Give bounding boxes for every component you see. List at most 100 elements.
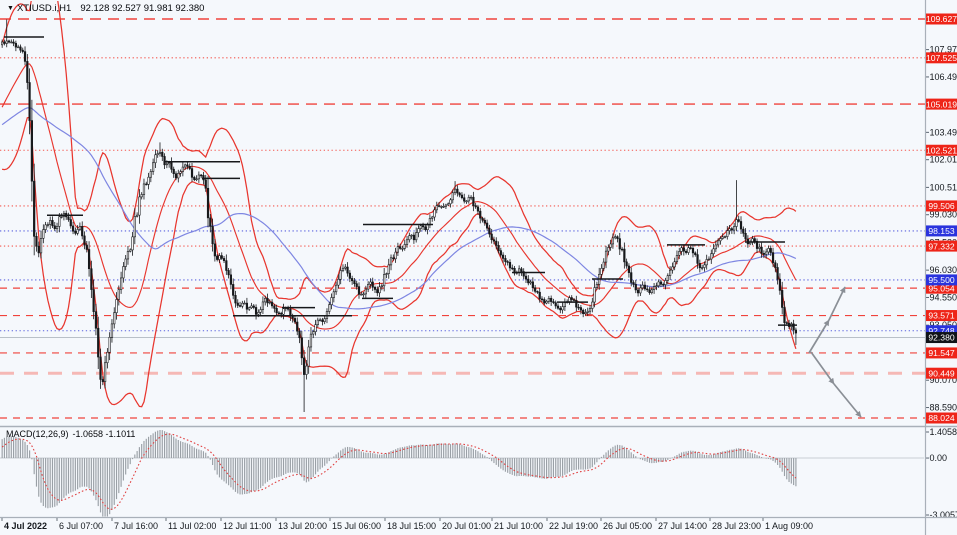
candle-body [524,275,528,280]
candle-body [321,319,324,322]
price-badge-text: 90.449 [928,368,955,378]
candle-body [682,247,685,252]
candle-body [120,277,123,290]
candle-body [30,120,33,182]
candle-body [449,199,452,205]
candle-body [268,301,271,304]
price-badge-97.332 [926,240,957,252]
candle-body [481,217,484,221]
candle-body [575,300,578,308]
candle-body [76,229,79,234]
candle-body [161,151,164,157]
candle-body [687,247,690,253]
candle-body [319,319,322,322]
candle-body [588,308,592,312]
price-tick-label: 90.070 [930,375,957,385]
candle-body [760,246,763,254]
candle-body [1,41,4,46]
price-tick-label: 99.030 [930,210,957,220]
price-badge-105.019 [926,98,957,110]
time-tick-label: 18 Jul 15:00 [387,521,436,531]
candle-body [174,173,178,179]
price-tick-label: 88.590 [930,403,957,413]
candle-body [714,244,717,250]
candle-body [389,257,393,266]
candle-body [767,248,770,253]
macd-scale-label: 0.00 [930,453,948,463]
candle-body [705,259,708,266]
collapse-arrow-icon[interactable]: ▼ [7,5,14,12]
candle-body [769,248,772,253]
candle-body [335,284,338,293]
time-axis[interactable]: 4 Jul 2022 6 Jul 07:00 7 Jul 16:00 11 Jul 0… [1,518,813,531]
candle-body [783,307,786,323]
candle-body [657,281,660,287]
candle-body [69,219,72,227]
analysis-objects[interactable] [4,36,862,418]
price-badge-text: 99.506 [928,201,955,211]
candle-body [307,346,310,367]
candle-body [522,271,525,277]
candles [1,19,798,412]
candle-body [204,179,207,189]
time-tick-label: 26 Jul 05:00 [603,521,652,531]
candle-body [614,236,617,239]
price-tick-label: 103.490 [930,127,957,137]
candle-body [499,250,502,256]
price-badge-text: 98.153 [928,226,955,236]
candle-body [168,162,171,165]
time-tick-label: 15 Jul 06:00 [332,521,381,531]
candle-body [122,266,125,279]
candle-body [115,299,118,314]
macd-values: -1.0658 -1.1011 [72,429,136,439]
candle-body [136,214,139,217]
candle-body [712,248,715,255]
candle-body [762,253,765,255]
candle-body [529,281,532,284]
macd-pane[interactable] [0,430,924,517]
time-tick-label: 1 Aug 09:00 [765,521,813,531]
projection-arrow-up[interactable] [828,286,846,321]
candle-body [572,299,576,301]
candle-body [504,258,507,262]
candle-body [508,262,512,269]
candle-body [243,302,246,305]
projection-arrow-down[interactable] [833,383,862,418]
candle-body [739,221,743,230]
candle-body [659,281,663,285]
candle-body [71,225,75,232]
candle-body [355,283,358,287]
time-tick-label: 22 Jul 19:00 [549,521,598,531]
candle-body [362,293,365,296]
candle-body [339,270,342,280]
projection-arrow-down[interactable] [810,351,835,385]
ohlc-values: 92.128 92.527 91.981 92.380 [80,3,205,14]
candle-body [170,162,173,170]
candle-body [218,255,221,260]
candle-body [163,156,166,166]
candle-body [547,297,550,302]
candle-body [188,165,191,169]
candle-body [552,301,555,303]
candle-body [785,322,788,324]
candle-body [609,243,612,248]
candle-body [444,204,448,207]
candle-body [460,194,464,199]
candle-body [181,166,184,172]
price-badge-text: 91.547 [928,348,955,358]
candle-body [437,205,441,207]
candle-body [412,234,416,241]
candle-body [495,240,498,246]
price-badge-92.748 [926,325,957,337]
candle-body [133,216,136,238]
candle-body [282,308,285,315]
candle-body [264,297,267,303]
candle-body [17,46,20,49]
candle-body [483,219,486,224]
candle-body [10,41,13,44]
projection-arrow-up[interactable] [808,319,830,354]
candle-body [131,236,134,251]
candle-body [636,289,640,294]
